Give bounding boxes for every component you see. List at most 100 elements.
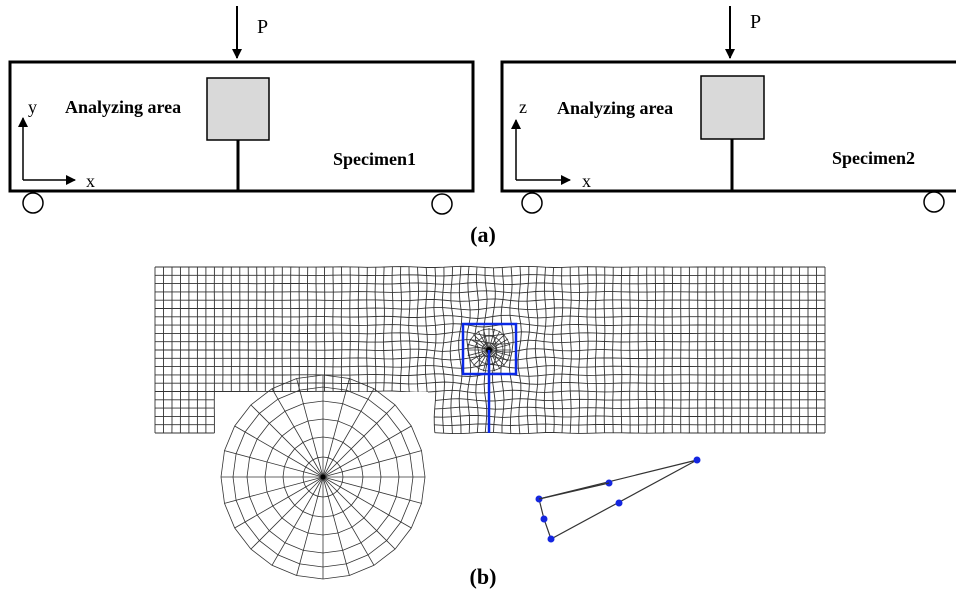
crack-tip-spoke <box>488 328 496 351</box>
rosette-spoke <box>224 476 324 504</box>
crack-tip-spoke <box>467 343 490 351</box>
mesh-column-line <box>441 267 445 434</box>
caption-b: (b) <box>470 564 497 589</box>
rosette-spoke <box>322 378 350 478</box>
mesh-column-line <box>595 266 597 434</box>
specimen1-schematic: P Analyzing area Specimen1 y x <box>8 6 475 215</box>
rosette-spoke <box>250 404 324 478</box>
mesh-row-line <box>155 265 825 269</box>
specimen1-analyzing-area <box>206 77 270 141</box>
mesh-column-line <box>449 266 454 434</box>
crack-tip-spoke <box>473 349 490 366</box>
specimen1-x-label: x <box>86 171 95 191</box>
rosette-spoke <box>322 450 422 478</box>
element-node <box>540 515 548 523</box>
crack-tip-spoke <box>488 334 505 351</box>
mesh-column-line <box>629 267 631 433</box>
specimen1-load-label: P <box>257 16 268 38</box>
element-node <box>547 535 555 543</box>
crack-tip-spoke <box>477 349 490 370</box>
element-node <box>615 499 623 507</box>
mesh-column-line <box>424 267 428 393</box>
crack-tip-spoke <box>488 343 511 351</box>
rosette-ring <box>282 436 364 518</box>
mesh-column-line <box>399 266 403 392</box>
mesh-column-line <box>637 266 640 434</box>
mesh-column-line <box>474 266 480 433</box>
specimen2-analyzing-area <box>700 75 765 140</box>
mesh-column-line <box>560 267 564 433</box>
specimen1-y-label: y <box>28 97 37 117</box>
specimen1-name: Specimen1 <box>333 149 416 169</box>
singular-element-outline <box>538 459 698 540</box>
crack-tip-spoke <box>469 349 490 362</box>
specimen1-area-label: Analyzing area <box>65 97 181 117</box>
crack-tip-spoke <box>488 349 511 357</box>
rosette-spoke <box>322 476 412 529</box>
mesh-column-line <box>534 266 539 433</box>
mesh-column-line <box>366 267 368 392</box>
specimen1-beam <box>8 60 475 193</box>
rosette-spoke <box>271 388 324 478</box>
mesh-column-line <box>620 267 623 433</box>
crack-tip-spoke <box>488 338 509 351</box>
mesh-column-line <box>408 266 411 392</box>
rosette-spoke <box>322 404 396 478</box>
mesh-column-line <box>526 266 530 434</box>
crack-tip-spoke <box>488 330 501 351</box>
crack-tip-spoke <box>488 349 505 366</box>
specimen2-z-label: z <box>519 97 527 117</box>
rosette-spoke <box>234 425 324 478</box>
specimen2-area-label: Analyzing area <box>557 98 673 118</box>
mesh-column-line <box>349 266 351 392</box>
mesh-column-line <box>458 266 463 434</box>
mesh-row-line <box>155 274 825 277</box>
mesh-column-line <box>416 267 420 393</box>
mesh-column-line <box>517 266 522 434</box>
crack-tip-spoke <box>473 334 490 351</box>
fe-mesh <box>154 265 826 435</box>
mesh-column-line <box>374 267 377 392</box>
crack-tip-rosette-zoom <box>220 374 426 580</box>
mesh-column-line <box>603 266 606 433</box>
mesh-column-line <box>500 267 506 433</box>
mesh-row-line <box>155 323 825 328</box>
rosette-spoke <box>271 476 324 566</box>
specimen2-name: Specimen2 <box>832 148 915 168</box>
mesh-column-line <box>433 267 437 433</box>
crack-tip-spoke <box>477 330 490 351</box>
rosette-spoke <box>322 476 396 550</box>
rosette-spoke <box>234 476 324 529</box>
rosette-spoke <box>322 476 375 566</box>
rosette-spoke <box>322 476 350 576</box>
mesh-column-line <box>552 267 556 433</box>
rosette-spoke <box>322 425 412 478</box>
crack-tip-spoke <box>488 349 501 370</box>
mesh-row-line <box>155 282 825 285</box>
singular-element <box>535 456 701 543</box>
specimen2-right-support <box>923 191 945 213</box>
specimen2-left-support <box>521 192 543 214</box>
crack-tip-spoke <box>467 349 490 357</box>
element-node <box>693 456 701 464</box>
mesh-column-line <box>357 267 360 392</box>
mesh-column-line <box>586 266 589 434</box>
rosette-spoke <box>322 388 375 478</box>
mesh-column-line <box>577 266 581 434</box>
mesh-column-line <box>340 266 343 392</box>
specimen1-left-support <box>22 192 44 214</box>
rosette-spoke <box>250 476 324 550</box>
caption-a: (a) <box>470 222 496 247</box>
mesh-column-line <box>612 267 614 433</box>
mesh-column-line <box>383 266 385 392</box>
mesh-row-line <box>155 290 825 294</box>
specimen2-load-label: P <box>750 11 761 33</box>
mesh-column-line <box>569 267 572 434</box>
rosette-ring <box>302 456 344 498</box>
rosette-spoke <box>296 378 324 478</box>
mesh-row-line <box>155 298 825 302</box>
rosette-ring <box>246 400 400 554</box>
mesh-column-line <box>543 267 547 433</box>
rosette-ring <box>232 386 414 568</box>
mesh-row-line <box>155 331 825 337</box>
